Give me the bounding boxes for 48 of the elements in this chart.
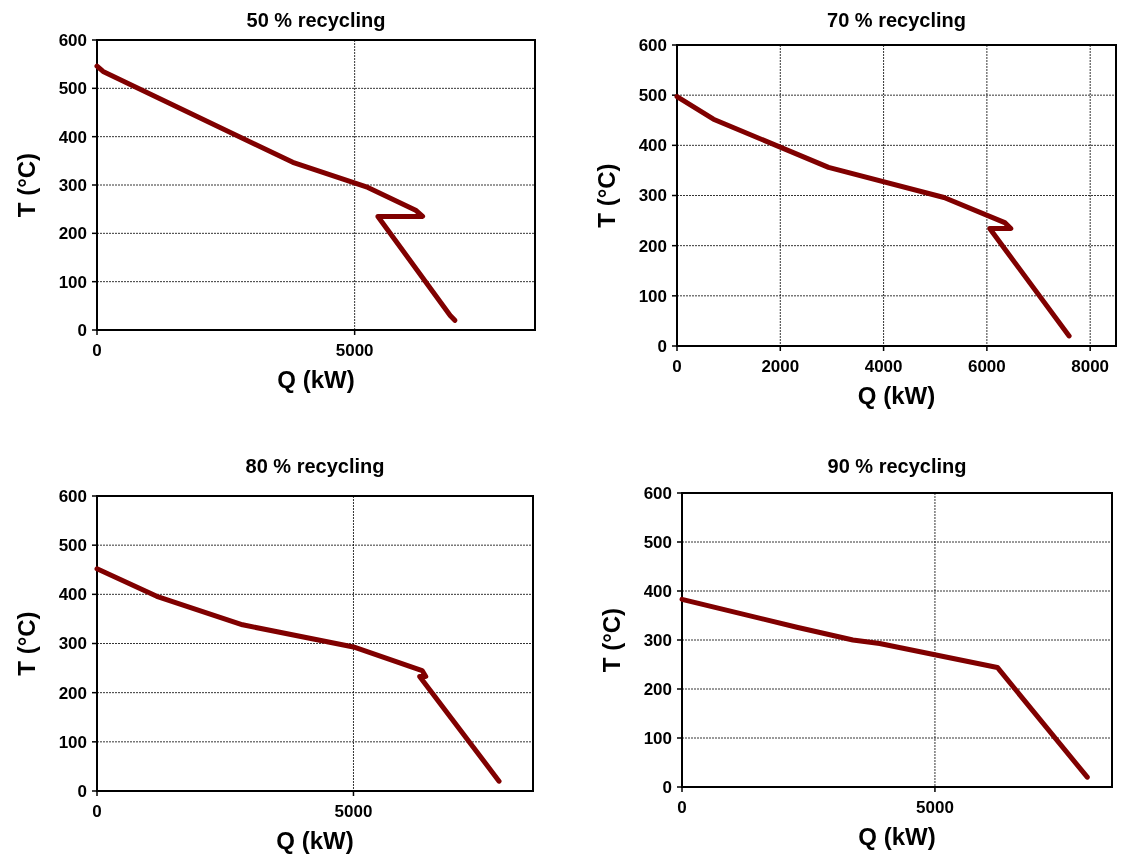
x-axis-title: Q (kW): [858, 823, 936, 850]
x-tick-label: 5000: [334, 802, 373, 821]
x-tick-label: 8000: [1071, 357, 1110, 376]
y-axis-title: T (°C): [593, 163, 620, 228]
y-tick-label: 500: [58, 536, 87, 556]
chart-title: 70 % recycling: [827, 9, 966, 31]
x-tick-label: 2000: [761, 357, 800, 376]
y-axis-title: T (°C): [13, 611, 40, 676]
x-tick-label: 0: [92, 802, 102, 821]
y-tick-label: 200: [643, 679, 672, 699]
y-tick-label: 100: [58, 732, 87, 752]
x-axis-title: Q (kW): [857, 382, 936, 409]
y-tick-label: 600: [638, 35, 667, 55]
y-axis-title: T (°C): [598, 607, 625, 673]
x-tick-label: 5000: [916, 798, 954, 817]
chart-title: 50 % recycling: [246, 9, 386, 31]
y-tick-label: 100: [638, 286, 667, 306]
y-tick-label: 400: [58, 127, 87, 147]
y-tick-label: 300: [58, 175, 87, 195]
y-tick-label: 400: [638, 136, 667, 156]
y-tick-label: 100: [643, 728, 672, 748]
y-tick-label: 400: [643, 581, 672, 601]
y-tick-label: 500: [643, 532, 672, 552]
y-tick-label: 300: [638, 186, 667, 206]
y-tick-label: 200: [58, 683, 87, 703]
y-tick-label: 500: [638, 86, 667, 106]
x-tick-label: 4000: [864, 357, 903, 376]
chart-title: 90 % recycling: [827, 455, 967, 477]
y-tick-label: 200: [638, 236, 667, 256]
x-tick-label: 0: [677, 798, 687, 817]
y-tick-label: 0: [77, 320, 87, 340]
y-tick-label: 600: [58, 30, 87, 50]
y-tick-label: 300: [643, 630, 672, 650]
x-axis-title: Q (kW): [277, 366, 355, 393]
y-tick-label: 300: [58, 634, 87, 654]
y-tick-label: 600: [58, 486, 87, 506]
y-tick-label: 600: [643, 483, 672, 503]
y-tick-label: 100: [58, 272, 87, 292]
y-tick-label: 500: [58, 79, 87, 99]
y-tick-label: 400: [58, 585, 87, 605]
x-tick-label: 5000: [335, 341, 374, 360]
y-tick-label: 200: [58, 224, 87, 244]
y-tick-label: 0: [77, 781, 87, 801]
x-axis-title: Q (kW): [276, 827, 354, 854]
x-tick-label: 6000: [967, 357, 1006, 376]
chart-title: 80 % recycling: [245, 455, 385, 477]
y-tick-label: 0: [662, 777, 672, 797]
y-axis-title: T (°C): [13, 152, 40, 218]
